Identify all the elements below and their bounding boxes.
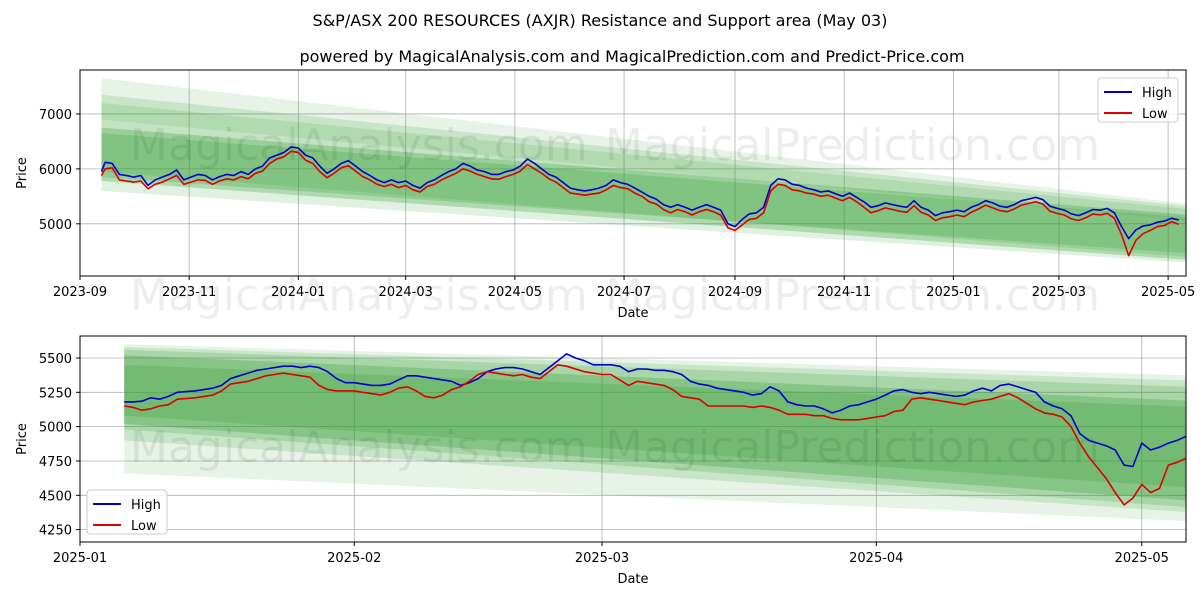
y-tick-label: 7000 — [39, 108, 72, 123]
y-tick-label: 4250 — [39, 524, 72, 539]
legend-label-high: High — [131, 498, 161, 513]
watermark: MagicalPrediction.com — [605, 422, 1100, 473]
x-tick-label: 2024-07 — [597, 285, 651, 300]
series-lines — [100, 146, 1180, 257]
y-tick-label: 5500 — [39, 352, 72, 367]
band-area — [124, 346, 1186, 513]
y-tick-label: 4500 — [39, 489, 72, 504]
x-tick-label: 2025-05 — [1115, 551, 1169, 566]
series-low — [124, 364, 1186, 506]
legend-label-low: Low — [131, 519, 157, 534]
x-tick-label: 2025-01 — [926, 285, 980, 300]
band-area — [101, 78, 1186, 221]
x-tick-label: 2024-03 — [379, 285, 433, 300]
band-area — [124, 364, 1186, 488]
series-low — [100, 150, 1180, 257]
axes-frame — [79, 69, 1187, 277]
grid — [79, 336, 1186, 542]
axes-frame — [79, 335, 1187, 543]
y-tick-label: 5000 — [39, 218, 72, 233]
watermark: MagicalAnalysis.com — [130, 422, 588, 473]
figure-subtitle: powered by MagicalAnalysis.com and Magic… — [299, 47, 964, 66]
x-tick-label: 2024-11 — [817, 285, 871, 300]
legend: High Low — [1097, 77, 1179, 123]
watermark: MagicalPrediction.com — [605, 120, 1100, 171]
band-area — [101, 102, 1186, 263]
series-high — [124, 353, 1186, 468]
watermark: MagicalAnalysis.com — [130, 270, 588, 321]
x-tick-label: 2024-05 — [488, 285, 542, 300]
y-tick-label: 5250 — [39, 386, 72, 401]
watermark: MagicalPrediction.com — [605, 270, 1100, 321]
x-tick-label: 2023-11 — [162, 285, 216, 300]
legend: High Low — [86, 489, 168, 535]
x-tick-label: 2025-03 — [575, 551, 629, 566]
y-tick-label: 5000 — [39, 421, 72, 436]
series-high — [100, 146, 1179, 240]
y-tick-label: 6000 — [39, 163, 72, 178]
x-tick-label: 2023-09 — [53, 285, 107, 300]
x-tick-label: 2025-04 — [849, 551, 903, 566]
x-tick-label: 2024-09 — [708, 285, 762, 300]
x-tick-label: 2025-01 — [53, 551, 107, 566]
chart-zoomed-recent: MagicalAnalysis.com MagicalPrediction.com… — [15, 335, 1187, 587]
chart-full-history: MagicalAnalysis.com MagicalPrediction.com… — [15, 69, 1195, 321]
x-tick-label: 2024-01 — [271, 285, 325, 300]
figure-title: S&P/ASX 200 RESOURCES (AXJR) Resistance … — [313, 11, 888, 30]
x-tick-label: 2025-02 — [327, 551, 381, 566]
x-axis-label: Date — [617, 306, 648, 321]
y-axis-label: Price — [15, 157, 30, 189]
x-axis-label: Date — [617, 572, 648, 587]
y-axis-label: Price — [15, 423, 30, 455]
x-tick-label: 2025-03 — [1032, 285, 1086, 300]
legend-label-low: Low — [1142, 107, 1168, 122]
legend-box — [86, 489, 168, 535]
band-area — [124, 349, 1186, 508]
legend-label-high: High — [1142, 86, 1172, 101]
series-lines — [124, 353, 1186, 506]
band-area — [101, 94, 1186, 257]
x-tick-label: 2025-05 — [1141, 285, 1195, 300]
y-tick-label: 4750 — [39, 455, 72, 470]
band-area — [124, 344, 1186, 522]
watermark: MagicalAnalysis.com — [130, 120, 588, 171]
legend-box — [1097, 77, 1179, 123]
